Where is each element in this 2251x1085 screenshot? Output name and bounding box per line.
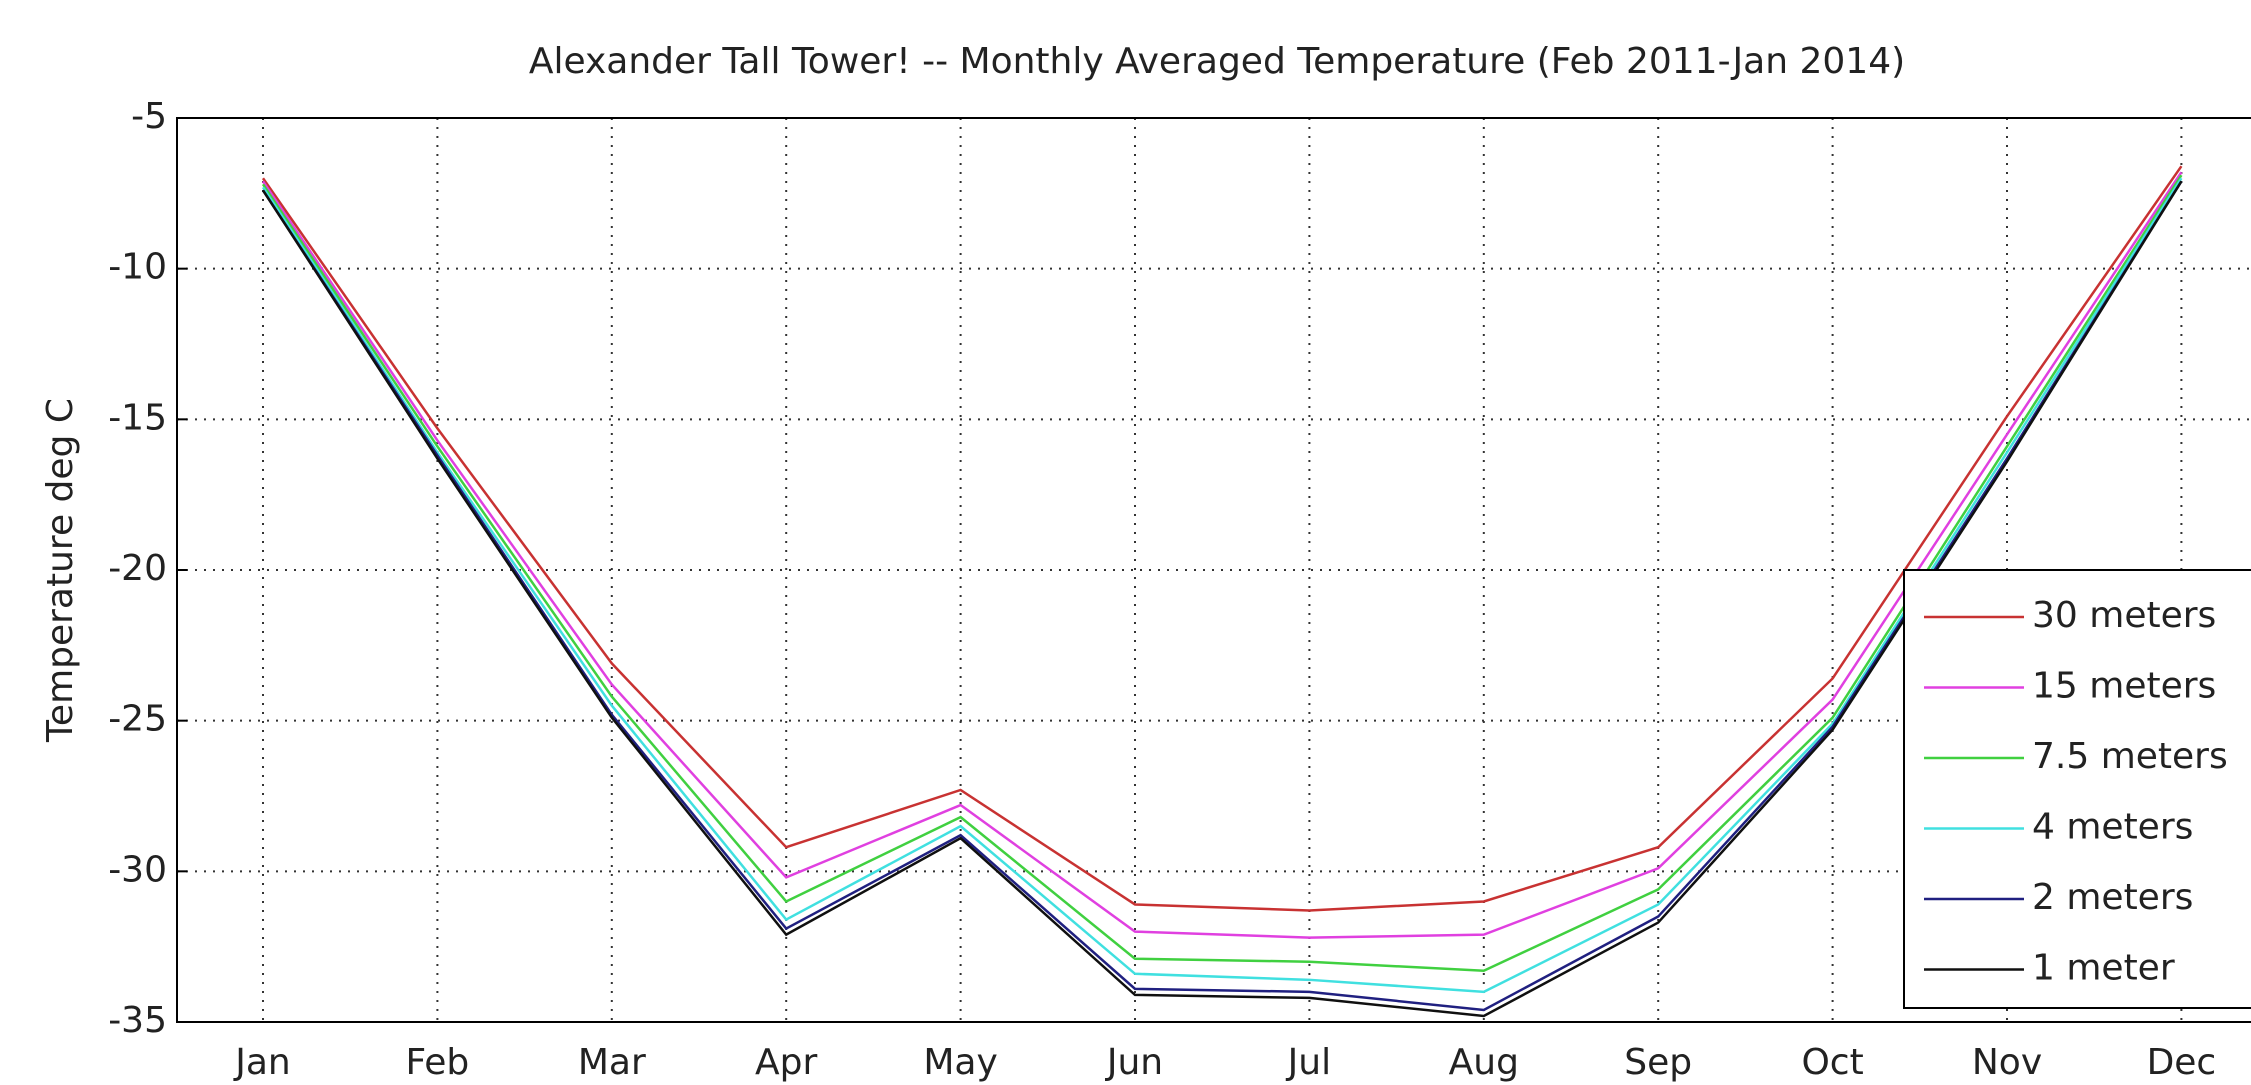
line-series bbox=[261, 180, 2183, 1018]
line-series bbox=[261, 171, 2183, 939]
legend-label: 7.5 meters bbox=[2032, 736, 2228, 777]
y-axis-label: Temperature deg C bbox=[40, 398, 81, 743]
x-tick-label: Oct bbox=[1801, 1042, 1863, 1083]
y-tick-label: -30 bbox=[108, 849, 167, 890]
line-series bbox=[261, 165, 2183, 912]
x-tick-label: Feb bbox=[406, 1042, 470, 1083]
y-tick-label: -15 bbox=[108, 397, 167, 438]
x-tick-label: Aug bbox=[1449, 1042, 1519, 1083]
legend-box bbox=[1903, 569, 2251, 1009]
legend-label: 4 meters bbox=[2032, 807, 2193, 848]
x-tick-label: Sep bbox=[1624, 1042, 1692, 1083]
y-tick-label: -5 bbox=[131, 96, 167, 137]
x-tick-label: Apr bbox=[755, 1042, 817, 1083]
legend-label: 2 meters bbox=[2032, 877, 2193, 918]
legend-label: 30 meters bbox=[2032, 595, 2216, 636]
x-tick-label: Jul bbox=[1286, 1042, 1331, 1083]
x-tick-label: Jan bbox=[233, 1042, 291, 1083]
plot-frame bbox=[176, 117, 2251, 1023]
y-tick-label: -10 bbox=[108, 247, 167, 288]
legend-label: 1 meter bbox=[2032, 948, 2175, 989]
chart-title: Alexander Tall Tower! -- Monthly Average… bbox=[529, 41, 1905, 82]
line-series bbox=[261, 177, 2183, 994]
x-tick-label: Jun bbox=[1105, 1042, 1163, 1083]
y-tick-label: -20 bbox=[108, 548, 167, 589]
legend-label: 15 meters bbox=[2032, 666, 2216, 707]
x-tick-label: Mar bbox=[578, 1042, 646, 1083]
line-series bbox=[261, 180, 2183, 1012]
y-tick-label: -25 bbox=[108, 699, 167, 740]
x-tick-label: May bbox=[923, 1042, 997, 1083]
x-tick-label: Nov bbox=[1972, 1042, 2042, 1083]
x-tick-label: Dec bbox=[2147, 1042, 2217, 1083]
y-tick-label: -35 bbox=[108, 1000, 167, 1041]
line-series bbox=[261, 174, 2183, 973]
